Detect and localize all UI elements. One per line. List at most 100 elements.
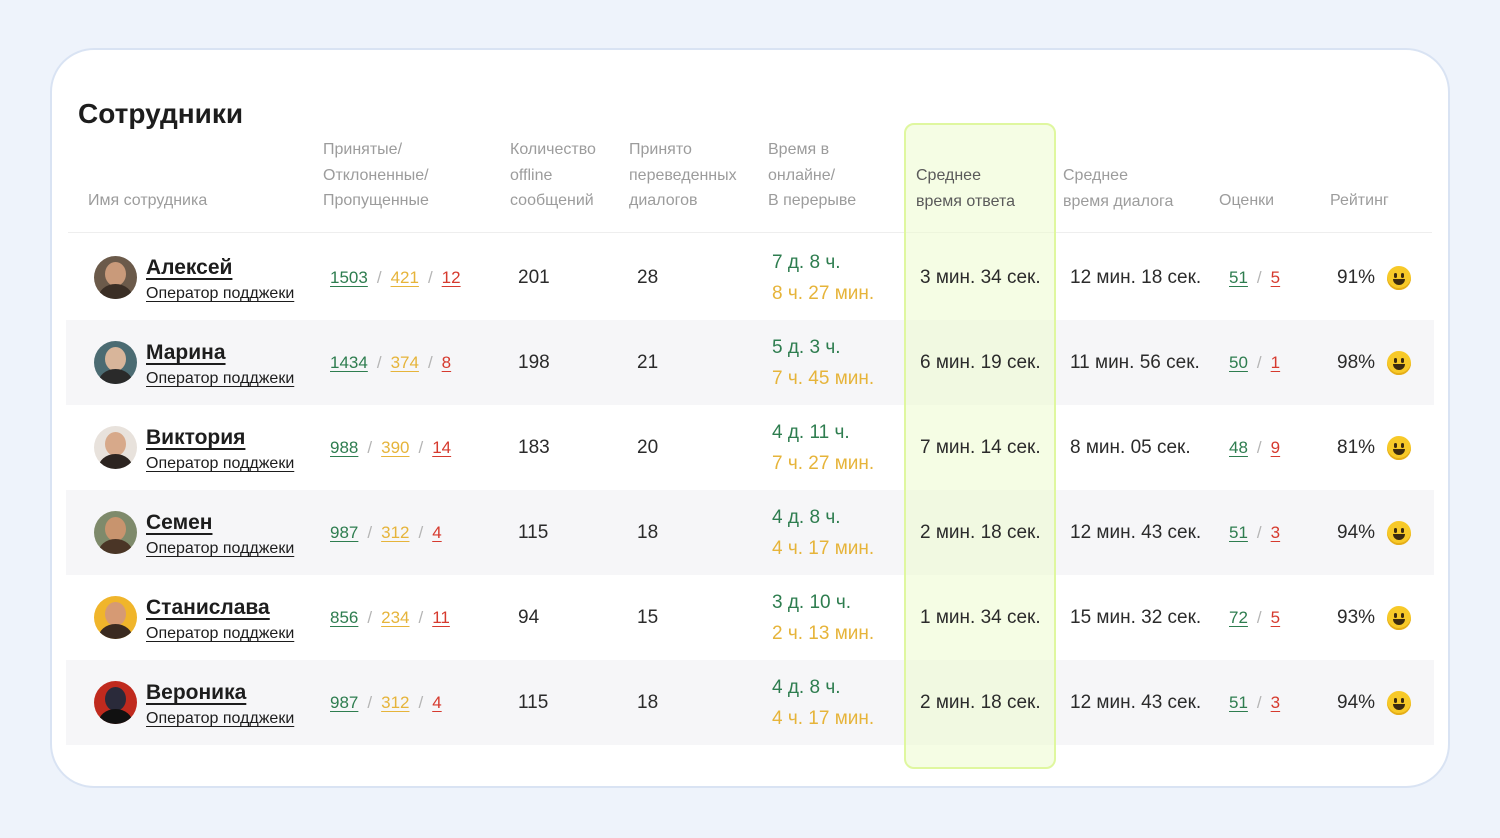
header-transferred-line2: переведенных [629,166,737,184]
missed-count[interactable]: 4 [432,692,442,712]
accepted-count[interactable]: 1434 [330,352,368,372]
rejected-count[interactable]: 390 [381,437,410,457]
employee-name[interactable]: Семен [146,511,213,534]
accepted-count[interactable]: 1503 [330,267,368,287]
rejected-count[interactable]: 374 [390,352,419,372]
avg-response-time: 1 мин. 34 сек. [920,606,1041,628]
header-rating-label: Рейтинг [1330,192,1389,209]
dialog-counts: 1434 / 374 / 8 [330,352,452,372]
missed-count[interactable]: 12 [441,267,461,287]
rating-value: 91% [1337,266,1376,288]
missed-count[interactable]: 4 [432,522,442,542]
negative-ratings[interactable]: 9 [1270,437,1281,457]
rating-cell: 91% [1337,235,1412,320]
avg-dialog-time: 15 мин. 32 сек. [1070,606,1202,628]
header-transferred: Принято переведенных диалогов [629,137,737,214]
header-offline-line2: offline [510,166,553,184]
avg-response-time: 6 мин. 19 сек. [920,351,1041,373]
rejected-count[interactable]: 312 [381,692,410,712]
rating-cell: 98% [1337,320,1412,405]
rating-cell: 93% [1337,575,1412,660]
offline-messages: 201 [518,266,550,288]
employee-role[interactable]: Оператор подджеки [146,285,295,302]
smile-emoji-icon [1387,520,1412,545]
accepted-count[interactable]: 856 [330,607,359,627]
online-time: 4 д. 8 ч. 4 ч. 17 мин. [772,490,874,575]
negative-ratings[interactable]: 3 [1270,692,1281,712]
negative-ratings[interactable]: 1 [1270,352,1281,372]
break-duration: 4 ч. 17 мин. [772,537,875,559]
header-online-line1: Время в [768,141,830,158]
dialog-counts: 987 / 312 / 4 [330,522,442,542]
transferred-dialogs: 20 [637,436,659,458]
positive-ratings[interactable]: 51 [1229,267,1248,287]
avg-response-time: 3 мин. 34 сек. [920,266,1041,288]
dialog-counts: 987 / 312 / 4 [330,692,442,712]
header-online-line2: онлайне/ [768,166,836,184]
missed-count[interactable]: 8 [441,352,452,372]
avg-dialog-time: 12 мин. 43 сек. [1070,521,1202,543]
online-time: 5 д. 3 ч. 7 ч. 45 мин. [772,320,874,405]
avatar[interactable] [94,341,137,384]
break-duration: 7 ч. 45 мин. [772,367,875,389]
rejected-count[interactable]: 234 [381,607,410,627]
avg-response-time: 7 мин. 14 сек. [920,436,1041,458]
employee-name[interactable]: Вероника [146,681,247,704]
negative-ratings[interactable]: 5 [1270,607,1281,627]
online-duration: 4 д. 8 ч. [772,676,841,698]
transferred-dialogs: 21 [637,351,659,373]
rating-value: 98% [1337,351,1376,373]
employee-role[interactable]: Оператор подджеки [146,540,295,557]
online-duration: 5 д. 3 ч. [772,336,841,358]
avatar[interactable] [94,256,137,299]
positive-ratings[interactable]: 50 [1229,352,1248,372]
header-avg-response-line1: Среднее [916,167,981,184]
positive-ratings[interactable]: 72 [1229,607,1248,627]
accepted-count[interactable]: 987 [330,522,359,542]
table-row: Станислава Оператор подджеки 856 / 234 /… [66,575,1434,660]
rejected-count[interactable]: 312 [381,522,410,542]
employee-name[interactable]: Станислава [146,596,270,619]
positive-ratings[interactable]: 48 [1229,437,1248,457]
ratings-counts: 51 / 5 [1229,267,1281,287]
missed-count[interactable]: 11 [432,607,450,627]
employee-name[interactable]: Виктория [146,426,246,449]
header-counts-line2: Отклоненные/ [323,166,429,184]
header-counts-line3: Пропущенные [323,192,429,209]
header-rating: Рейтинг [1330,188,1389,214]
avg-dialog-time: 12 мин. 43 сек. [1070,691,1202,713]
employee-role[interactable]: Оператор подджеки [146,455,295,472]
negative-ratings[interactable]: 3 [1270,522,1281,542]
employee-role[interactable]: Оператор подджеки [146,710,295,727]
table-row: Алексей Оператор подджеки 1503 / 421 / 1… [66,235,1434,320]
avatar[interactable] [94,681,137,724]
header-offline-line1: Количество [510,141,596,158]
header-divider [68,232,1432,233]
employee-role[interactable]: Оператор подджеки [146,625,295,642]
offline-messages: 115 [518,521,549,543]
employee-name[interactable]: Марина [146,341,226,364]
online-duration: 4 д. 8 ч. [772,506,841,528]
rejected-count[interactable]: 421 [390,267,419,287]
smile-emoji-icon [1387,690,1412,715]
accepted-count[interactable]: 988 [330,437,359,457]
offline-messages: 94 [518,606,540,628]
online-time: 4 д. 8 ч. 4 ч. 17 мин. [772,660,874,745]
avatar[interactable] [94,426,137,469]
negative-ratings[interactable]: 5 [1270,267,1281,287]
avatar[interactable] [94,511,137,554]
avatar[interactable] [94,596,137,639]
positive-ratings[interactable]: 51 [1229,522,1248,542]
online-duration: 7 д. 8 ч. [772,251,841,273]
header-online-line3: В перерыве [768,192,857,209]
employee-name[interactable]: Алексей [146,256,233,279]
positive-ratings[interactable]: 51 [1229,692,1248,712]
header-transferred-line3: диалогов [629,192,698,209]
missed-count[interactable]: 14 [432,437,452,457]
smile-emoji-icon [1387,265,1412,290]
table-row: Марина Оператор подджеки 1434 / 374 / 8 … [66,320,1434,405]
header-transferred-line1: Принято [629,141,692,158]
employee-role[interactable]: Оператор подджеки [146,370,295,387]
accepted-count[interactable]: 987 [330,692,359,712]
avg-response-time: 2 мин. 18 сек. [920,691,1041,713]
